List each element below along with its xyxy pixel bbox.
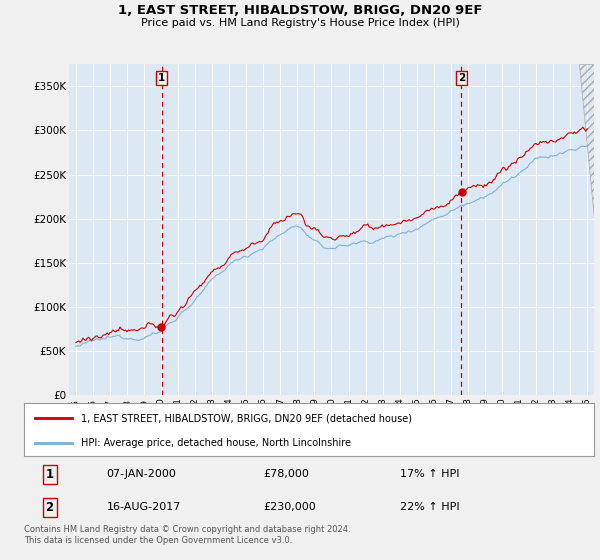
Text: 17% ↑ HPI: 17% ↑ HPI	[400, 469, 460, 479]
Text: Contains HM Land Registry data © Crown copyright and database right 2024.: Contains HM Land Registry data © Crown c…	[24, 525, 350, 534]
Text: 07-JAN-2000: 07-JAN-2000	[107, 469, 176, 479]
Text: 16-AUG-2017: 16-AUG-2017	[107, 502, 181, 512]
Text: 1, EAST STREET, HIBALDSTOW, BRIGG, DN20 9EF (detached house): 1, EAST STREET, HIBALDSTOW, BRIGG, DN20 …	[81, 413, 412, 423]
Text: 2: 2	[458, 73, 465, 83]
Text: HPI: Average price, detached house, North Lincolnshire: HPI: Average price, detached house, Nort…	[81, 437, 351, 447]
Text: 1: 1	[46, 468, 54, 480]
Text: 22% ↑ HPI: 22% ↑ HPI	[400, 502, 460, 512]
Text: 1: 1	[158, 73, 166, 83]
Text: £78,000: £78,000	[263, 469, 309, 479]
Text: 1, EAST STREET, HIBALDSTOW, BRIGG, DN20 9EF: 1, EAST STREET, HIBALDSTOW, BRIGG, DN20 …	[118, 4, 482, 17]
Text: 2: 2	[46, 501, 54, 514]
Text: £230,000: £230,000	[263, 502, 316, 512]
Text: Price paid vs. HM Land Registry's House Price Index (HPI): Price paid vs. HM Land Registry's House …	[140, 18, 460, 28]
Text: This data is licensed under the Open Government Licence v3.0.: This data is licensed under the Open Gov…	[24, 536, 292, 545]
